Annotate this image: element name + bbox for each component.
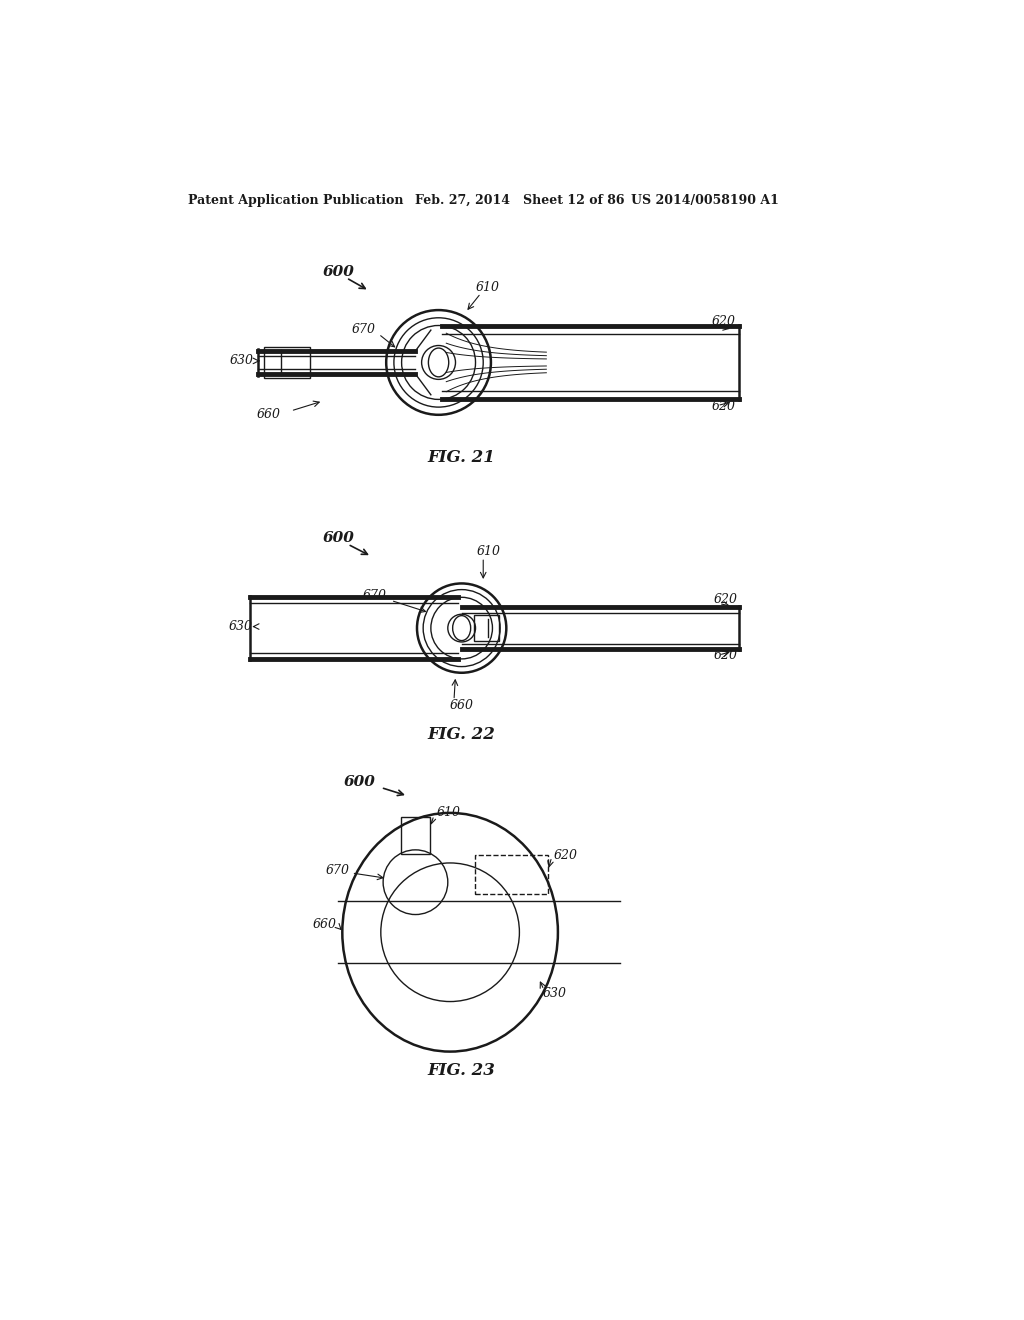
Text: 670: 670 <box>351 323 376 335</box>
Text: 610: 610 <box>475 281 500 294</box>
Text: 620: 620 <box>714 593 737 606</box>
Bar <box>475 855 548 894</box>
Text: 630: 630 <box>228 620 252 634</box>
Bar <box>264 347 310 378</box>
Text: 620: 620 <box>554 849 579 862</box>
Text: FIG. 22: FIG. 22 <box>428 726 496 743</box>
Text: 630: 630 <box>229 354 254 367</box>
Text: 600: 600 <box>343 775 376 789</box>
Text: 670: 670 <box>362 589 386 602</box>
Text: 620: 620 <box>712 400 736 413</box>
Text: 620: 620 <box>714 649 737 663</box>
Text: 660: 660 <box>451 698 474 711</box>
Text: FIG. 23: FIG. 23 <box>428 1063 496 1080</box>
Text: 610: 610 <box>436 807 460 820</box>
Text: Sheet 12 of 86: Sheet 12 of 86 <box>523 194 625 207</box>
Text: Feb. 27, 2014: Feb. 27, 2014 <box>416 194 510 207</box>
Text: 600: 600 <box>323 531 354 545</box>
Bar <box>400 817 430 854</box>
Text: FIG. 21: FIG. 21 <box>428 449 496 466</box>
Text: 660: 660 <box>257 408 281 421</box>
Text: Patent Application Publication: Patent Application Publication <box>188 194 403 207</box>
Bar <box>474 615 499 642</box>
Text: US 2014/0058190 A1: US 2014/0058190 A1 <box>631 194 779 207</box>
Text: 600: 600 <box>323 265 354 280</box>
Text: 630: 630 <box>543 987 566 1001</box>
Text: 670: 670 <box>326 865 350 878</box>
Text: 660: 660 <box>312 917 336 931</box>
Text: 610: 610 <box>477 545 501 557</box>
Text: 620: 620 <box>712 315 736 329</box>
